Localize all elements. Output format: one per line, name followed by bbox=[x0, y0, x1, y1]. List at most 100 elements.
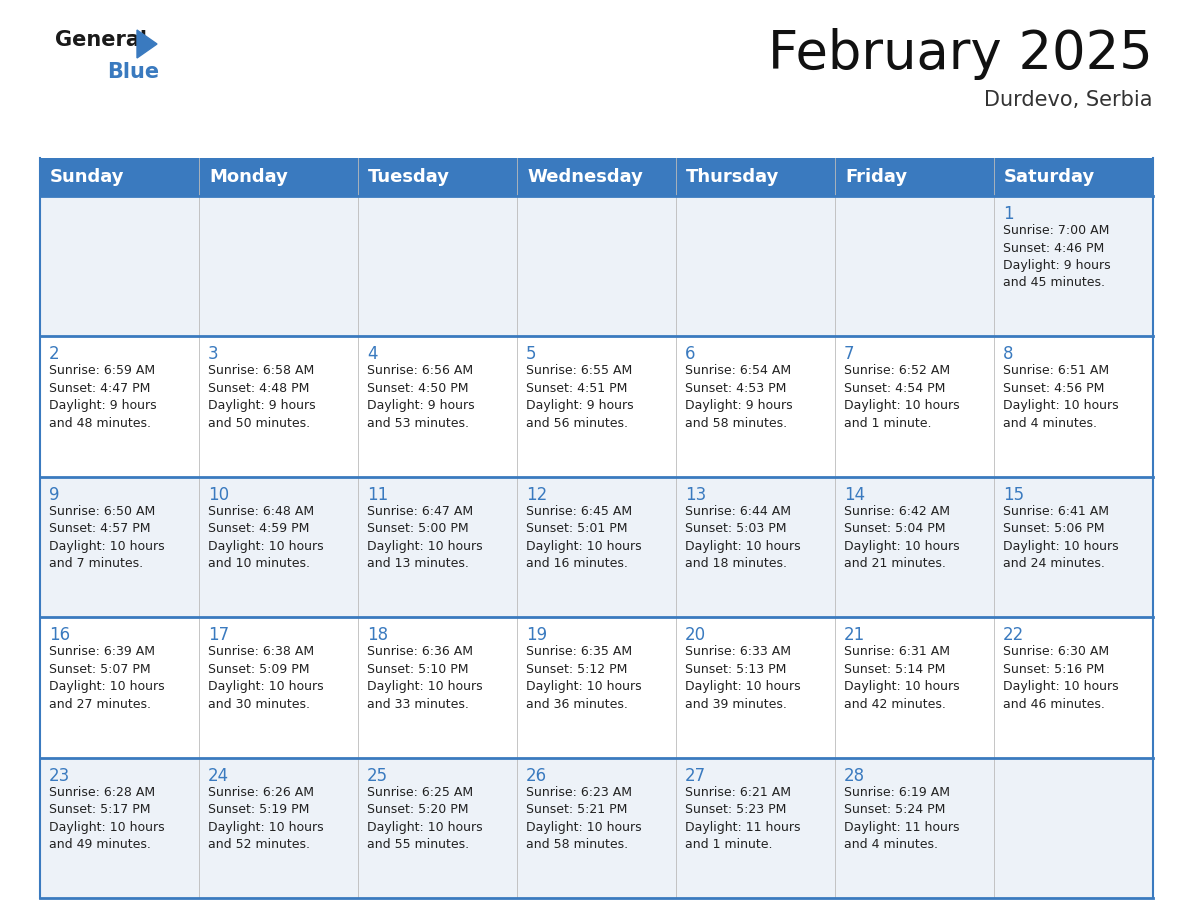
Text: Sunrise: 6:58 AM
Sunset: 4:48 PM
Daylight: 9 hours
and 50 minutes.: Sunrise: 6:58 AM Sunset: 4:48 PM Dayligh… bbox=[208, 364, 316, 430]
Text: Sunrise: 6:50 AM
Sunset: 4:57 PM
Daylight: 10 hours
and 7 minutes.: Sunrise: 6:50 AM Sunset: 4:57 PM Dayligh… bbox=[49, 505, 165, 570]
Bar bbox=[676, 757, 835, 898]
Text: General: General bbox=[55, 30, 147, 50]
Text: Sunrise: 6:28 AM
Sunset: 5:17 PM
Daylight: 10 hours
and 49 minutes.: Sunrise: 6:28 AM Sunset: 5:17 PM Dayligh… bbox=[49, 786, 165, 851]
Bar bbox=[200, 617, 358, 757]
Text: Sunrise: 6:33 AM
Sunset: 5:13 PM
Daylight: 10 hours
and 39 minutes.: Sunrise: 6:33 AM Sunset: 5:13 PM Dayligh… bbox=[685, 645, 801, 711]
Text: Friday: Friday bbox=[845, 168, 908, 186]
Text: Sunrise: 6:23 AM
Sunset: 5:21 PM
Daylight: 10 hours
and 58 minutes.: Sunrise: 6:23 AM Sunset: 5:21 PM Dayligh… bbox=[526, 786, 642, 851]
Text: 22: 22 bbox=[1003, 626, 1024, 644]
Bar bbox=[994, 196, 1154, 336]
Text: 28: 28 bbox=[843, 767, 865, 785]
Bar bbox=[358, 757, 517, 898]
Text: 15: 15 bbox=[1003, 486, 1024, 504]
Bar bbox=[358, 336, 517, 476]
Text: 14: 14 bbox=[843, 486, 865, 504]
Bar bbox=[835, 196, 994, 336]
Bar bbox=[40, 617, 200, 757]
Text: Wednesday: Wednesday bbox=[527, 168, 643, 186]
Bar bbox=[200, 757, 358, 898]
Bar bbox=[40, 158, 1154, 196]
Bar bbox=[358, 617, 517, 757]
Text: 1: 1 bbox=[1003, 205, 1013, 223]
Bar bbox=[676, 476, 835, 617]
Text: 3: 3 bbox=[208, 345, 219, 364]
Text: 17: 17 bbox=[208, 626, 229, 644]
Text: Sunrise: 6:56 AM
Sunset: 4:50 PM
Daylight: 9 hours
and 53 minutes.: Sunrise: 6:56 AM Sunset: 4:50 PM Dayligh… bbox=[367, 364, 475, 430]
Text: 21: 21 bbox=[843, 626, 865, 644]
Text: Sunrise: 6:26 AM
Sunset: 5:19 PM
Daylight: 10 hours
and 52 minutes.: Sunrise: 6:26 AM Sunset: 5:19 PM Dayligh… bbox=[208, 786, 323, 851]
Bar bbox=[676, 617, 835, 757]
Text: Sunrise: 6:45 AM
Sunset: 5:01 PM
Daylight: 10 hours
and 16 minutes.: Sunrise: 6:45 AM Sunset: 5:01 PM Dayligh… bbox=[526, 505, 642, 570]
Text: 20: 20 bbox=[685, 626, 706, 644]
Text: Sunrise: 6:36 AM
Sunset: 5:10 PM
Daylight: 10 hours
and 33 minutes.: Sunrise: 6:36 AM Sunset: 5:10 PM Dayligh… bbox=[367, 645, 482, 711]
Bar bbox=[835, 476, 994, 617]
Bar bbox=[200, 196, 358, 336]
Text: 7: 7 bbox=[843, 345, 854, 364]
Text: Sunrise: 6:47 AM
Sunset: 5:00 PM
Daylight: 10 hours
and 13 minutes.: Sunrise: 6:47 AM Sunset: 5:00 PM Dayligh… bbox=[367, 505, 482, 570]
Text: Sunrise: 6:51 AM
Sunset: 4:56 PM
Daylight: 10 hours
and 4 minutes.: Sunrise: 6:51 AM Sunset: 4:56 PM Dayligh… bbox=[1003, 364, 1119, 430]
Bar bbox=[994, 336, 1154, 476]
Bar bbox=[40, 757, 200, 898]
Bar bbox=[200, 336, 358, 476]
Text: 12: 12 bbox=[526, 486, 548, 504]
Bar bbox=[517, 336, 676, 476]
Text: 24: 24 bbox=[208, 767, 229, 785]
Bar bbox=[358, 476, 517, 617]
Text: Sunrise: 6:25 AM
Sunset: 5:20 PM
Daylight: 10 hours
and 55 minutes.: Sunrise: 6:25 AM Sunset: 5:20 PM Dayligh… bbox=[367, 786, 482, 851]
Bar bbox=[40, 336, 200, 476]
Bar bbox=[517, 196, 676, 336]
Polygon shape bbox=[137, 30, 157, 58]
Text: Sunrise: 6:44 AM
Sunset: 5:03 PM
Daylight: 10 hours
and 18 minutes.: Sunrise: 6:44 AM Sunset: 5:03 PM Dayligh… bbox=[685, 505, 801, 570]
Text: Sunrise: 6:59 AM
Sunset: 4:47 PM
Daylight: 9 hours
and 48 minutes.: Sunrise: 6:59 AM Sunset: 4:47 PM Dayligh… bbox=[49, 364, 157, 430]
Bar bbox=[517, 617, 676, 757]
Text: Sunday: Sunday bbox=[50, 168, 125, 186]
Bar bbox=[835, 757, 994, 898]
Bar bbox=[40, 196, 200, 336]
Bar bbox=[676, 336, 835, 476]
Text: 8: 8 bbox=[1003, 345, 1013, 364]
Text: 16: 16 bbox=[49, 626, 70, 644]
Text: 2: 2 bbox=[49, 345, 59, 364]
Text: 13: 13 bbox=[685, 486, 706, 504]
Bar bbox=[835, 336, 994, 476]
Text: Saturday: Saturday bbox=[1004, 168, 1095, 186]
Text: 18: 18 bbox=[367, 626, 388, 644]
Text: 6: 6 bbox=[685, 345, 695, 364]
Text: Sunrise: 6:54 AM
Sunset: 4:53 PM
Daylight: 9 hours
and 58 minutes.: Sunrise: 6:54 AM Sunset: 4:53 PM Dayligh… bbox=[685, 364, 792, 430]
Bar bbox=[835, 617, 994, 757]
Text: 4: 4 bbox=[367, 345, 378, 364]
Text: Sunrise: 6:38 AM
Sunset: 5:09 PM
Daylight: 10 hours
and 30 minutes.: Sunrise: 6:38 AM Sunset: 5:09 PM Dayligh… bbox=[208, 645, 323, 711]
Text: 26: 26 bbox=[526, 767, 548, 785]
Text: 5: 5 bbox=[526, 345, 537, 364]
Text: Sunrise: 6:48 AM
Sunset: 4:59 PM
Daylight: 10 hours
and 10 minutes.: Sunrise: 6:48 AM Sunset: 4:59 PM Dayligh… bbox=[208, 505, 323, 570]
Text: 27: 27 bbox=[685, 767, 706, 785]
Bar bbox=[994, 476, 1154, 617]
Text: Sunrise: 6:30 AM
Sunset: 5:16 PM
Daylight: 10 hours
and 46 minutes.: Sunrise: 6:30 AM Sunset: 5:16 PM Dayligh… bbox=[1003, 645, 1119, 711]
Bar bbox=[517, 757, 676, 898]
Text: 9: 9 bbox=[49, 486, 59, 504]
Text: Sunrise: 6:52 AM
Sunset: 4:54 PM
Daylight: 10 hours
and 1 minute.: Sunrise: 6:52 AM Sunset: 4:54 PM Dayligh… bbox=[843, 364, 960, 430]
Text: Sunrise: 6:31 AM
Sunset: 5:14 PM
Daylight: 10 hours
and 42 minutes.: Sunrise: 6:31 AM Sunset: 5:14 PM Dayligh… bbox=[843, 645, 960, 711]
Bar bbox=[200, 476, 358, 617]
Text: 23: 23 bbox=[49, 767, 70, 785]
Bar bbox=[517, 476, 676, 617]
Bar bbox=[994, 757, 1154, 898]
Text: 19: 19 bbox=[526, 626, 548, 644]
Text: Sunrise: 6:19 AM
Sunset: 5:24 PM
Daylight: 11 hours
and 4 minutes.: Sunrise: 6:19 AM Sunset: 5:24 PM Dayligh… bbox=[843, 786, 960, 851]
Text: Durdevo, Serbia: Durdevo, Serbia bbox=[985, 90, 1154, 110]
Text: Sunrise: 7:00 AM
Sunset: 4:46 PM
Daylight: 9 hours
and 45 minutes.: Sunrise: 7:00 AM Sunset: 4:46 PM Dayligh… bbox=[1003, 224, 1111, 289]
Text: Tuesday: Tuesday bbox=[368, 168, 450, 186]
Text: Monday: Monday bbox=[209, 168, 287, 186]
Text: Sunrise: 6:42 AM
Sunset: 5:04 PM
Daylight: 10 hours
and 21 minutes.: Sunrise: 6:42 AM Sunset: 5:04 PM Dayligh… bbox=[843, 505, 960, 570]
Text: February 2025: February 2025 bbox=[769, 28, 1154, 80]
Text: Sunrise: 6:39 AM
Sunset: 5:07 PM
Daylight: 10 hours
and 27 minutes.: Sunrise: 6:39 AM Sunset: 5:07 PM Dayligh… bbox=[49, 645, 165, 711]
Bar bbox=[40, 476, 200, 617]
Bar bbox=[358, 196, 517, 336]
Text: Sunrise: 6:35 AM
Sunset: 5:12 PM
Daylight: 10 hours
and 36 minutes.: Sunrise: 6:35 AM Sunset: 5:12 PM Dayligh… bbox=[526, 645, 642, 711]
Text: Sunrise: 6:55 AM
Sunset: 4:51 PM
Daylight: 9 hours
and 56 minutes.: Sunrise: 6:55 AM Sunset: 4:51 PM Dayligh… bbox=[526, 364, 633, 430]
Text: Sunrise: 6:21 AM
Sunset: 5:23 PM
Daylight: 11 hours
and 1 minute.: Sunrise: 6:21 AM Sunset: 5:23 PM Dayligh… bbox=[685, 786, 801, 851]
Bar bbox=[676, 196, 835, 336]
Text: Blue: Blue bbox=[107, 62, 159, 82]
Bar bbox=[994, 617, 1154, 757]
Text: 25: 25 bbox=[367, 767, 388, 785]
